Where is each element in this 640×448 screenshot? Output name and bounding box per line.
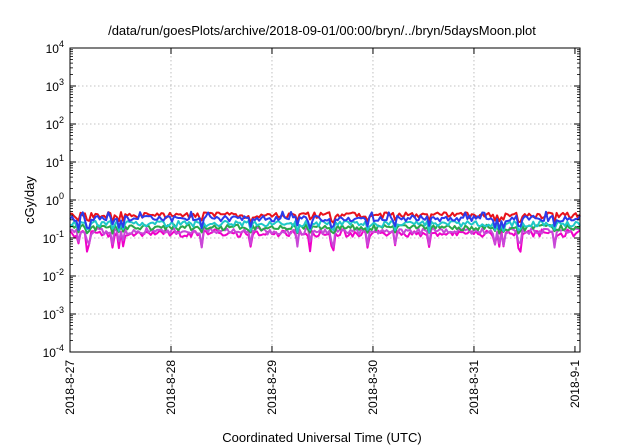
y-tick-base: 10 (43, 346, 57, 360)
y-tick-label: 101 (46, 153, 64, 170)
x-tick-label: 2018-8-30 (366, 360, 380, 415)
y-tick-exponent: 2 (59, 115, 64, 125)
x-tick-label: 2018-8-31 (467, 360, 481, 415)
y-tick-exponent: 0 (59, 191, 64, 201)
y-tick-base: 10 (43, 232, 57, 246)
y-tick-base: 10 (46, 42, 60, 56)
series-line-3 (69, 219, 581, 234)
x-axis-label: Coordinated Universal Time (UTC) (222, 430, 421, 445)
y-tick-label: 103 (46, 77, 64, 94)
y-tick-exponent: -1 (56, 229, 64, 239)
y-tick-exponent: -3 (56, 305, 64, 315)
y-tick-base: 10 (43, 270, 57, 284)
y-tick-label: 100 (46, 191, 64, 208)
y-tick-base: 10 (46, 80, 60, 94)
x-tick-label: 2018-8-28 (164, 360, 178, 415)
series-line-4 (69, 223, 581, 235)
y-tick-exponent: 1 (59, 153, 64, 163)
y-tick-exponent: 3 (59, 77, 64, 87)
y-tick-label: 102 (46, 115, 64, 132)
ticks: 10-410-310-210-11001011021031042018-8-27… (43, 39, 582, 415)
chart-title: /data/run/goesPlots/archive/2018-09-01/0… (108, 23, 536, 38)
y-tick-base: 10 (43, 308, 57, 322)
y-tick-exponent: -2 (56, 267, 64, 277)
y-axis-label: cGy/day (22, 176, 37, 224)
series-layer (69, 210, 581, 253)
y-tick-label: 104 (46, 39, 64, 56)
series-line-1 (69, 211, 581, 224)
grid (70, 48, 580, 352)
y-tick-exponent: 4 (59, 39, 64, 49)
y-tick-base: 10 (46, 118, 60, 132)
x-tick-label: 2018-8-27 (63, 360, 77, 415)
y-tick-label: 10-1 (43, 229, 64, 246)
y-tick-base: 10 (46, 156, 60, 170)
x-tick-label: 2018-9-1 (568, 360, 582, 408)
series-line-5 (69, 226, 581, 249)
y-tick-label: 10-4 (43, 343, 64, 360)
y-tick-label: 10-3 (43, 305, 64, 322)
y-tick-label: 10-2 (43, 267, 64, 284)
y-tick-exponent: -4 (56, 343, 64, 353)
y-tick-base: 10 (46, 194, 60, 208)
series-line-2 (69, 210, 581, 231)
x-tick-label: 2018-8-29 (265, 360, 279, 415)
